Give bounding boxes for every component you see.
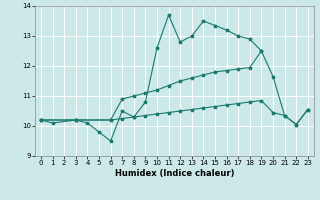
X-axis label: Humidex (Indice chaleur): Humidex (Indice chaleur) — [115, 169, 234, 178]
